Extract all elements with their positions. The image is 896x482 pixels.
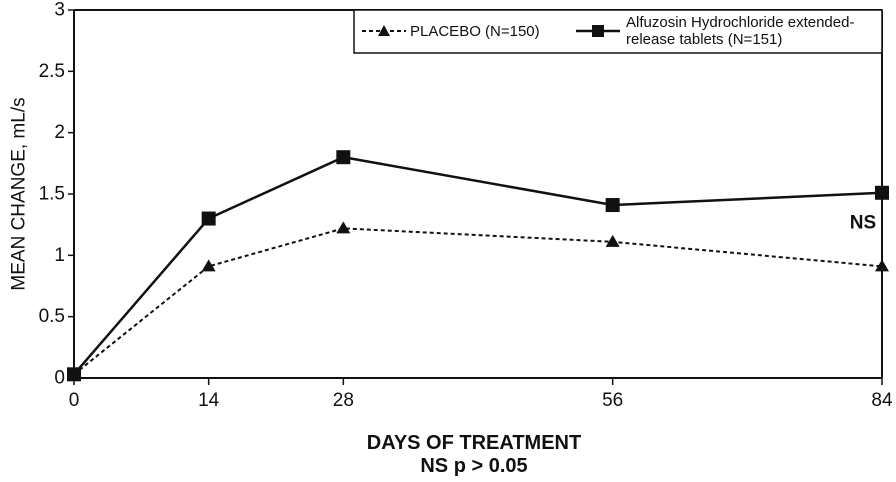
x-tick-label: 84 — [871, 390, 893, 411]
placebo-point — [605, 234, 620, 247]
legend-alfuzosin-label-line2: release tablets (N=151) — [626, 31, 782, 48]
series-placebo — [67, 221, 889, 380]
series-layer — [67, 150, 889, 382]
alfuzosin-point — [605, 198, 620, 213]
alfuzosin-point — [201, 211, 216, 226]
x-axis-ticks: 0 14 28 56 84 — [69, 378, 893, 411]
alfuzosin-line — [73, 155, 883, 376]
alfuzosin-point — [336, 150, 351, 165]
y-tick-label: 0 — [54, 368, 65, 389]
y-tick-label: 1.5 — [39, 184, 65, 205]
legend: PLACEBO (N=150) Alfuzosin Hydrochloride … — [353, 9, 883, 54]
placebo-point — [875, 259, 889, 272]
x-axis-title: DAYS OF TREATMENT — [367, 432, 581, 454]
legend-placebo-triangle-marker — [378, 25, 390, 36]
x-tick-label: 0 — [69, 390, 80, 411]
y-tick-label: 1 — [54, 245, 65, 266]
legend-item-placebo: PLACEBO (N=150) — [362, 23, 540, 40]
legend-item-alfuzosin: Alfuzosin Hydrochloride extended- releas… — [576, 14, 854, 48]
x-axis-subtitle: NS p > 0.05 — [420, 455, 527, 477]
y-axis-ticks: 0 0.5 1 1.5 2 2.5 3 — [39, 0, 74, 389]
placebo-point — [201, 259, 216, 272]
y-tick-label: 0.5 — [39, 306, 65, 327]
legend-alfuzosin-square-marker — [592, 25, 604, 37]
y-tick-label: 2 — [54, 122, 65, 143]
series-alfuzosin — [67, 150, 889, 382]
legend-placebo-label: PLACEBO (N=150) — [410, 23, 540, 40]
y-axis-title: MEAN CHANGE, mL/s — [9, 97, 30, 290]
plot-area: 0 0.5 1 1.5 2 2.5 3 0 14 28 56 84 — [39, 0, 893, 411]
alfuzosin-point — [67, 367, 81, 382]
placebo-point — [336, 221, 351, 234]
legend-alfuzosin-label-line1: Alfuzosin Hydrochloride extended- — [626, 14, 854, 31]
placebo-line — [73, 227, 883, 376]
x-tick-label: 56 — [602, 390, 623, 411]
x-tick-label: 28 — [333, 390, 354, 411]
x-tick-label: 14 — [198, 390, 220, 411]
ns-annotation: NS — [850, 213, 876, 234]
y-tick-label: 2.5 — [39, 61, 65, 82]
y-tick-label: 3 — [54, 0, 65, 21]
alfuzosin-point — [875, 185, 889, 200]
